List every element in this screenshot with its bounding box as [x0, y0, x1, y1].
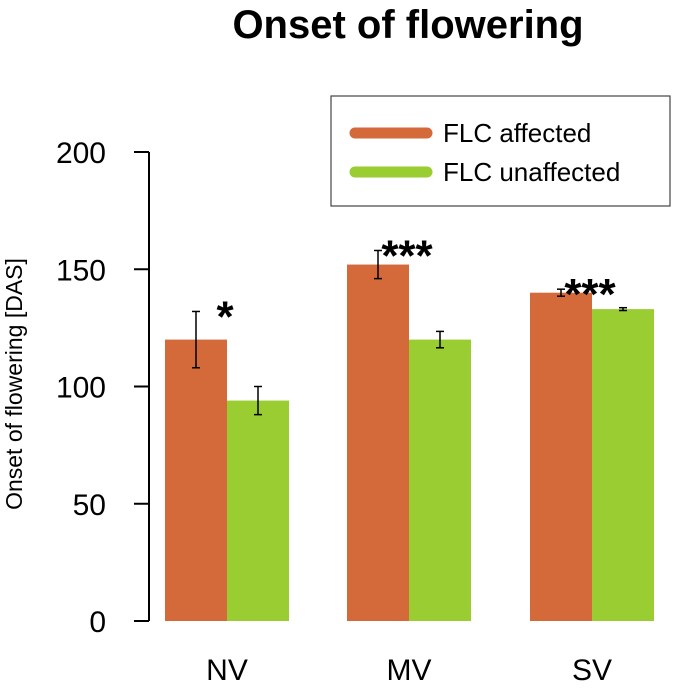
- significance-group: *******: [216, 231, 616, 341]
- y-tick-label: 50: [73, 489, 106, 522]
- bar-mv-affected: [347, 264, 409, 621]
- legend: FLC affected FLC unaffected: [330, 95, 671, 207]
- chart-title: Onset of flowering: [232, 3, 583, 47]
- legend-label-affected: FLC affected: [443, 118, 591, 148]
- y-axis-label: Onset of flowering [DAS]: [1, 258, 27, 510]
- error-bars-group: [192, 249, 627, 416]
- x-category-label: MV: [387, 654, 432, 687]
- category-labels: NV MV SV: [206, 654, 612, 687]
- significance-marker: ***: [381, 231, 433, 280]
- y-tick-label: 100: [56, 372, 106, 405]
- legend-box: [330, 95, 671, 207]
- bar-sv-affected: [530, 292, 592, 621]
- x-category-label: NV: [206, 654, 248, 687]
- bars-group: [165, 264, 654, 621]
- x-category-label: SV: [572, 654, 612, 687]
- significance-marker: *: [216, 292, 234, 341]
- y-tick-label: 0: [89, 606, 106, 639]
- legend-label-unaffected: FLC unaffected: [443, 157, 620, 187]
- y-tick-label: 150: [56, 254, 106, 287]
- bar-nv-unaffected: [227, 400, 289, 621]
- bar-mv-unaffected: [409, 339, 471, 621]
- y-tick-label: 200: [56, 137, 106, 170]
- bar-nv-affected: [165, 339, 227, 621]
- bar-sv-unaffected: [592, 309, 654, 621]
- y-axis: 0 50 100 150 200: [56, 137, 150, 639]
- significance-marker: ***: [564, 270, 616, 319]
